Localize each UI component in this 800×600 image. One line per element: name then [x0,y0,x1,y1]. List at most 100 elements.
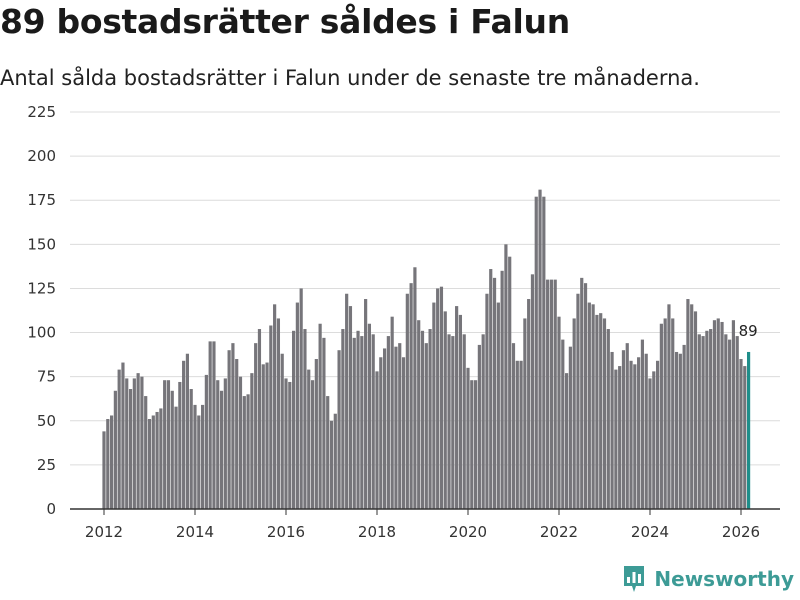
bar [193,404,197,509]
bar [542,196,546,509]
bar [386,336,390,509]
bar [470,380,474,509]
bar [318,323,322,509]
bar [390,316,394,509]
bar [200,404,205,509]
bar [212,341,216,509]
bar [151,415,155,509]
y-tick-label: 200 [27,147,56,165]
bar [382,348,387,509]
bar [492,277,497,509]
bar [731,320,736,509]
bar [602,318,607,509]
bar [102,431,106,509]
bar [709,329,713,509]
bar [432,302,436,509]
bar [166,380,171,509]
bar [580,277,584,509]
bar [155,411,159,509]
x-axis: 2012 2014 2016 2018 2020 2022 2024 2026 [70,508,780,541]
x-tick-label: 2016 [267,523,305,541]
bar [697,334,701,509]
bar [238,376,243,509]
bar [633,364,637,509]
bar [163,380,167,509]
bar [735,336,739,509]
bar [341,329,345,509]
bar [595,314,599,509]
bar [447,334,451,509]
y-tick-label: 50 [37,412,56,430]
bar [637,357,641,509]
bar [496,302,500,509]
x-tick-label: 2020 [449,523,487,541]
bar [303,329,307,509]
bar [659,323,663,509]
bar [511,343,516,509]
bar [500,270,504,509]
bar [693,311,698,509]
bar [546,279,550,509]
bar [128,389,133,509]
bar [473,380,478,509]
bar [652,371,656,509]
bar [591,304,595,509]
y-tick-label: 75 [37,368,56,386]
y-tick-label: 125 [27,279,56,297]
bar [242,396,246,509]
bar [462,334,466,509]
bar [291,330,296,509]
bar [219,390,224,509]
bar [364,299,368,509]
bar [413,267,417,509]
bar [439,286,444,509]
bar [178,381,182,509]
bar [610,351,614,509]
bar [625,343,629,509]
bar [288,381,292,509]
bar [113,390,117,509]
bar [185,353,190,509]
x-tick-label: 2014 [176,523,214,541]
bar [690,304,694,509]
bar [519,360,523,509]
bar [583,283,588,509]
bar [572,318,576,509]
bar [606,329,610,509]
bar [345,293,349,509]
bar [223,378,227,509]
bar [538,189,542,509]
bar [443,311,447,509]
bar [420,330,425,509]
bar [375,371,379,509]
bar [682,344,686,509]
bar [530,274,535,509]
bar [451,336,455,509]
page-title: 89 bostadsrätter såldes i Falun [0,2,570,41]
y-axis: 0 25 50 75 100 125 150 175 200 225 [27,103,56,518]
last-bar-label: 89 [739,322,758,340]
bar [352,337,356,509]
bar [307,369,311,509]
bar [273,304,277,509]
bar [648,378,652,509]
bar [686,299,690,509]
bar [477,344,481,509]
bar [333,413,337,509]
bar [629,360,633,509]
bar [132,378,136,509]
bar [284,378,288,509]
bar [663,318,667,509]
bar [109,415,114,509]
bar [405,293,409,509]
x-tick-label: 2018 [358,523,396,541]
bar [705,330,709,509]
bar [398,343,402,509]
bar [231,343,235,509]
bar [235,359,239,509]
bar [527,299,531,509]
x-tick-label: 2022 [540,523,578,541]
x-tick-label: 2024 [631,523,669,541]
bar [655,360,660,509]
bar [170,390,174,509]
